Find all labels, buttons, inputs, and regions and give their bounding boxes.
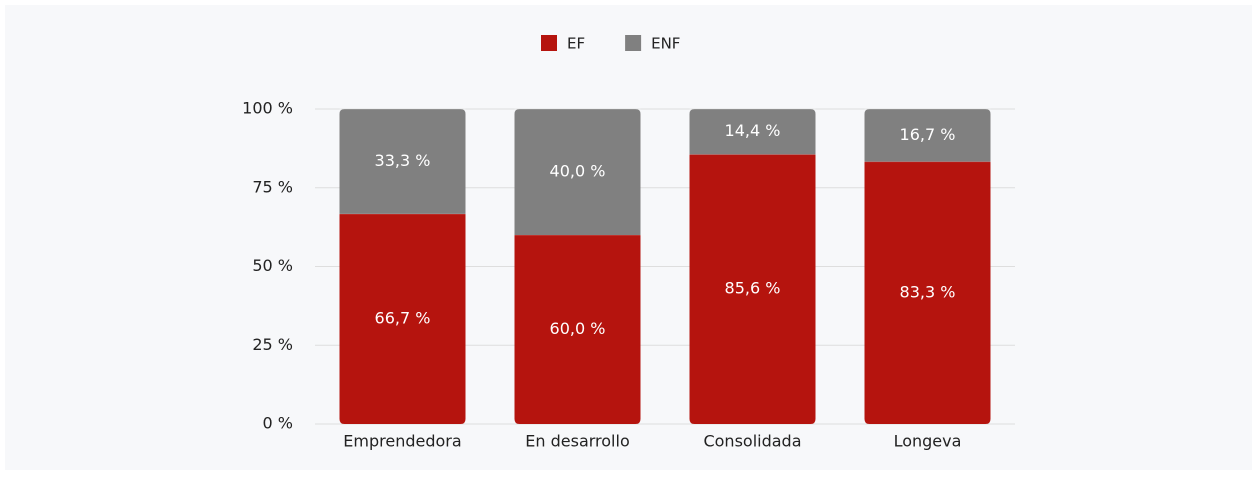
bar-segment [514,109,641,235]
x-tick-label: En desarrollo [525,432,629,451]
data-label: 40,0 % [550,162,606,181]
data-label: 83,3 % [900,282,956,301]
y-tick-label: 25 % [252,335,293,354]
legend-label: ENF [651,35,680,53]
bar-segment [689,154,816,425]
bar-segment [864,161,991,425]
x-tick-label: Consolidada [703,432,801,451]
data-label: 33,3 % [375,151,431,170]
y-tick-label: 100 % [242,99,293,118]
legend-swatch [625,35,642,51]
legend-swatch [541,35,557,51]
data-label: 14,4 % [725,121,781,140]
bar-segment [864,109,991,162]
y-tick-label: 50 % [252,256,293,275]
bar-segment [339,213,466,424]
y-tick-label: 0 % [263,414,293,433]
bar-segment [339,109,466,214]
y-tick-label: 75 % [252,177,293,196]
bar-segment [514,235,641,424]
bar-segment [689,109,816,155]
data-label: 85,6 % [725,279,781,298]
data-label: 60,0 % [550,319,606,338]
data-label: 16,7 % [900,125,956,144]
legend-label: EF [567,35,585,53]
data-label: 66,7 % [375,308,431,327]
x-tick-label: Longeva [894,432,962,451]
x-tick-label: Emprendedora [343,432,461,451]
